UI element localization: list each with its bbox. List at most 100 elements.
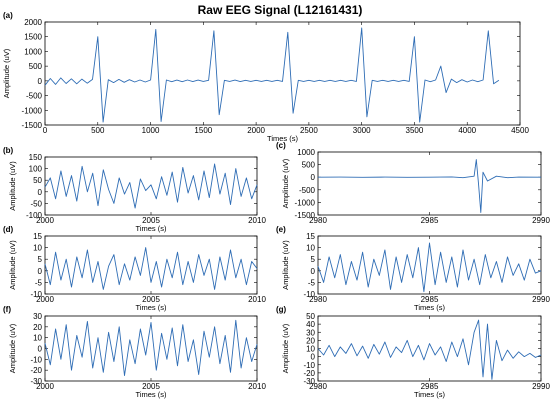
x-tick-label: 3000 [353, 126, 371, 135]
y-tick-label: 50 [306, 312, 315, 321]
y-tick-label: -10 [30, 355, 42, 364]
y-tick-label: -20 [30, 366, 42, 375]
y-tick-label: -1500 [22, 121, 43, 130]
y-axis-label: Amplitude (uV) [2, 48, 11, 98]
panel-label: (f) [3, 305, 11, 314]
y-tick-label: 500 [302, 161, 316, 170]
x-tick-label: 2985 [421, 295, 439, 304]
figure-title: Raw EEG Signal (L12161431) [198, 3, 363, 17]
y-tick-label: 5 [38, 255, 43, 264]
y-tick-label: 2000 [24, 18, 42, 27]
plot-frame [317, 151, 542, 216]
x-axis-label: Times (s) [136, 390, 167, 399]
panel-a: 0 500 1000 1500 2000 2500 3000 3500 4000 4500 -150… [2, 11, 529, 143]
panel-b: 2000 2005 2010 -100 -50 0 50 100 150 (b) Times (s)… [3, 146, 266, 233]
y-tick-label: 0 [38, 188, 43, 197]
y-tick-label: -1000 [295, 198, 316, 207]
x-tick-label: 4500 [511, 126, 529, 135]
x-tick-label: 4000 [458, 126, 476, 135]
y-tick-label: -10 [303, 361, 315, 370]
plot-frame [317, 315, 542, 382]
x-axis-label: Times (s) [414, 303, 445, 312]
y-tick-label: 20 [33, 323, 42, 332]
x-tick-label: 2005 [142, 295, 160, 304]
x-axis-label: Times (s) [414, 390, 445, 399]
x-tick-label: 2985 [421, 382, 439, 391]
y-tick-label: 150 [29, 153, 43, 162]
x-tick-label: 2005 [142, 382, 160, 391]
y-tick-label: -30 [30, 377, 42, 386]
y-axis-label: Amplitude (uV) [281, 240, 290, 290]
x-tick-label: 2010 [248, 216, 266, 225]
panel-label: (b) [3, 146, 14, 155]
x-tick-label: 2990 [532, 382, 550, 391]
y-tick-label: 50 [33, 176, 42, 185]
signal-line [317, 159, 542, 213]
x-tick-label: 2000 [36, 216, 54, 225]
panel-e: 2980 2985 2990 -10 -5 0 5 10 15 (e) Times (s) Ampli… [276, 225, 550, 312]
signal-line [317, 242, 542, 293]
y-tick-label: 0 [311, 173, 316, 182]
y-axis-label: Amplitude (uV) [8, 161, 17, 211]
y-axis-label: Amplitude (uV) [8, 240, 17, 290]
panel-label: (c) [276, 141, 286, 150]
y-tick-label: -50 [30, 199, 42, 208]
signal-line [317, 319, 542, 380]
y-tick-label: -100 [26, 211, 43, 220]
x-tick-label: 2500 [300, 126, 318, 135]
y-tick-label: 10 [306, 244, 315, 253]
plot-frame [44, 235, 258, 295]
y-axis-label: Amplitude (uV) [8, 323, 17, 373]
y-tick-label: 30 [306, 328, 315, 337]
x-tick-label: 2990 [532, 216, 550, 225]
y-tick-label: -1000 [22, 106, 43, 115]
y-tick-label: 0 [38, 77, 43, 86]
signal-line [44, 247, 258, 290]
x-tick-label: 2000 [36, 382, 54, 391]
signal-line [44, 27, 500, 123]
panel-label: (g) [276, 305, 287, 314]
y-tick-label: 10 [33, 334, 42, 343]
y-axis-label: Amplitude (uV) [281, 158, 290, 208]
x-tick-label: 2980 [309, 382, 327, 391]
panel-f: 2000 2005 2010 -30 -20 -100 10 20 30 (f) Times (s)… [3, 305, 266, 399]
x-axis-label: Times (s) [267, 134, 298, 143]
y-tick-label: -500 [26, 92, 43, 101]
plot-frame [44, 21, 521, 126]
x-tick-label: 2000 [247, 126, 265, 135]
y-tick-label: -10 [303, 290, 315, 299]
x-axis-label: Times (s) [136, 224, 167, 233]
y-tick-label: -500 [299, 186, 316, 195]
x-tick-label: 500 [91, 126, 105, 135]
y-tick-label: -5 [35, 278, 43, 287]
x-axis-label: Times (s) [136, 303, 167, 312]
y-tick-label: 30 [33, 312, 42, 321]
y-tick-label: -10 [30, 290, 42, 299]
x-tick-label: 1500 [194, 126, 212, 135]
y-tick-label: 5 [311, 255, 316, 264]
y-tick-label: -5 [308, 278, 316, 287]
signal-line [44, 319, 258, 377]
signal-line [44, 163, 258, 209]
y-tick-label: 15 [33, 232, 42, 241]
y-tick-label: 20 [306, 336, 315, 345]
y-tick-label: 1500 [24, 33, 42, 42]
x-tick-label: 2985 [421, 216, 439, 225]
x-tick-label: 2980 [309, 295, 327, 304]
y-tick-label: 100 [29, 165, 43, 174]
x-tick-label: 2000 [36, 295, 54, 304]
y-tick-label: -1500 [295, 211, 316, 220]
x-tick-label: 0 [43, 126, 48, 135]
x-tick-label: 2980 [309, 216, 327, 225]
panel-label: (a) [3, 11, 13, 20]
y-tick-label: 10 [33, 244, 42, 253]
y-tick-label: 0 [38, 345, 43, 354]
y-tick-label: -20 [303, 369, 315, 378]
x-tick-label: 2990 [532, 295, 550, 304]
y-tick-label: 1000 [24, 47, 42, 56]
y-tick-label: 1000 [297, 148, 315, 157]
y-tick-label: 15 [306, 232, 315, 241]
panel-label: (d) [3, 225, 14, 234]
